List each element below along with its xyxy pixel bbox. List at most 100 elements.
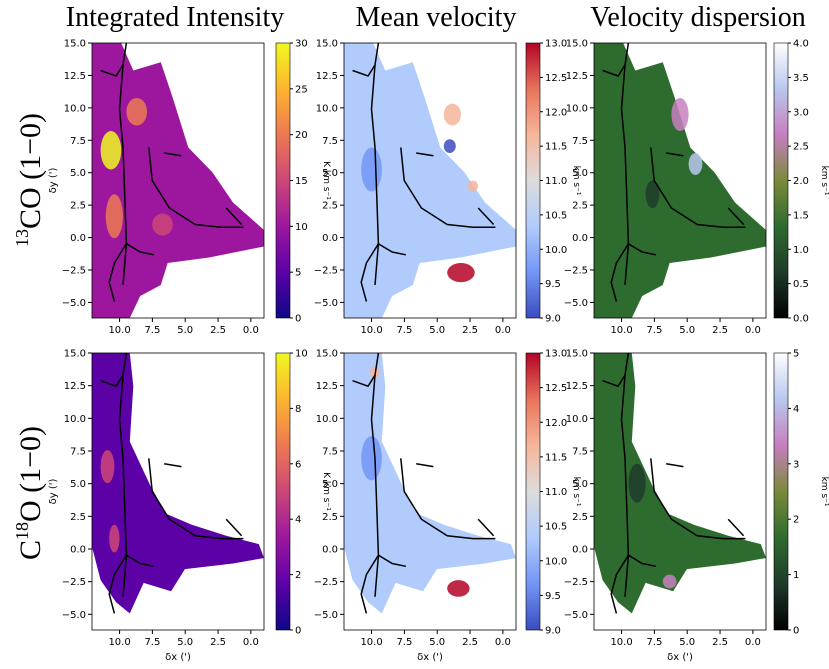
x-tick-label: 7.5 bbox=[396, 325, 412, 336]
y-tick-label: 12.5 bbox=[566, 71, 588, 82]
colorbar-tick-label: 1.0 bbox=[793, 245, 809, 256]
colorbar-tick-label: 11.0 bbox=[545, 176, 567, 187]
filament-line bbox=[727, 207, 745, 226]
cloud-region bbox=[594, 43, 766, 318]
y-tick-label: 10.0 bbox=[566, 103, 588, 114]
colorbar bbox=[525, 352, 541, 631]
colorbar-tick-label: 30 bbox=[295, 39, 308, 50]
colorbar bbox=[275, 352, 291, 631]
axes-frame bbox=[593, 42, 767, 319]
x-tick-label: 7.5 bbox=[144, 325, 160, 336]
colorbar-tick-label: 9.0 bbox=[545, 314, 561, 325]
colorbar-tick-label: 15 bbox=[295, 176, 308, 187]
hotspot bbox=[645, 180, 660, 208]
panel-0: 10.0 7.5 5.0 2.5 0.0 15.0 12.5 10.0 7.5 5.0 2.5 0.0… bbox=[48, 39, 331, 337]
y-tick-label: −5.0 bbox=[564, 610, 588, 621]
y-tick-label: −2.5 bbox=[62, 266, 86, 277]
colorbar-tick-label: 12.0 bbox=[545, 418, 567, 429]
hotspot bbox=[671, 98, 689, 131]
x-tick-label: 5.0 bbox=[679, 325, 695, 336]
colorbar-label: K km s⁻¹ bbox=[321, 161, 331, 200]
colorbar-label: km s⁻¹ bbox=[571, 166, 581, 196]
cloud-region bbox=[92, 43, 264, 318]
x-tick-label: 2.5 bbox=[462, 637, 478, 648]
x-tick-label: 7.5 bbox=[396, 637, 412, 648]
colorbar-tick-label: 0 bbox=[793, 626, 799, 637]
filament-line bbox=[148, 147, 244, 229]
panel-2: 10.0 7.5 5.0 2.5 0.0 15.0 12.5 10.0 7.5 5.0 2.5 0.0… bbox=[564, 39, 829, 337]
colorbar-tick-label: 1 bbox=[793, 570, 799, 581]
filament-line bbox=[666, 152, 684, 157]
map-0 bbox=[92, 43, 264, 318]
hotspot bbox=[361, 147, 382, 192]
x-tick-label: 10.0 bbox=[108, 637, 130, 648]
colorbar-tick-label: 13.0 bbox=[545, 39, 567, 50]
y-tick-label: 7.5 bbox=[322, 446, 338, 457]
filament-line bbox=[628, 243, 657, 256]
hotspot bbox=[109, 524, 120, 553]
hotspot bbox=[361, 436, 382, 481]
x-tick-label: 5.0 bbox=[429, 325, 445, 336]
filament-line bbox=[378, 243, 407, 256]
y-tick-label: 12.5 bbox=[316, 381, 338, 392]
x-tick-label: 2.5 bbox=[712, 325, 728, 336]
x-tick-label: 10.0 bbox=[610, 637, 632, 648]
filament-line bbox=[477, 207, 495, 226]
y-tick-label: −5.0 bbox=[62, 298, 86, 309]
colorbar-tick-label: 3.5 bbox=[793, 73, 809, 84]
colorbar-tick-label: 10.5 bbox=[545, 522, 567, 533]
filament-line bbox=[100, 43, 128, 77]
filament-line bbox=[148, 458, 244, 540]
y-tick-label: 10.0 bbox=[64, 414, 86, 425]
colorbar bbox=[773, 42, 789, 319]
y-tick-label: −5.0 bbox=[62, 610, 86, 621]
colorbar-tick-label: 3.0 bbox=[793, 107, 809, 118]
filament-line bbox=[225, 207, 243, 226]
x-tick-label: 0.0 bbox=[243, 637, 259, 648]
colorbar-tick-label: 13.0 bbox=[545, 349, 567, 360]
column-title-dispersion: Velocity dispersion bbox=[590, 2, 805, 33]
x-tick-label: 7.5 bbox=[646, 325, 662, 336]
colorbar bbox=[525, 42, 541, 319]
panels: 10.0 7.5 5.0 2.5 0.015.012.510.07.55.02.50.0… bbox=[48, 39, 829, 664]
x-tick-label: 2.5 bbox=[712, 637, 728, 648]
filament-line bbox=[378, 554, 407, 568]
filament-line bbox=[727, 518, 745, 537]
map-4 bbox=[344, 353, 516, 614]
y-tick-label: 15.0 bbox=[566, 39, 588, 50]
colorbar-tick-label: 11.0 bbox=[545, 487, 567, 498]
axes-frame bbox=[91, 352, 265, 631]
x-tick-label: 0.0 bbox=[745, 637, 761, 648]
filament-line bbox=[352, 43, 380, 77]
hotspot bbox=[443, 139, 456, 153]
colorbar-tick-label: 10.5 bbox=[545, 210, 567, 221]
x-axis-label: δx (') bbox=[165, 652, 191, 663]
filament-line bbox=[416, 463, 434, 468]
colorbar-tick-label: 2 bbox=[793, 515, 799, 526]
y-axis-label: δy (') bbox=[48, 168, 59, 194]
colorbar-tick-label: 3 bbox=[793, 459, 799, 470]
colorbar-tick-label: 20 bbox=[295, 130, 308, 141]
colorbar-tick-label: 12.0 bbox=[545, 107, 567, 118]
filament-line bbox=[108, 554, 128, 614]
y-tick-label: 5.0 bbox=[322, 168, 338, 179]
filament-line bbox=[118, 64, 128, 286]
colorbar-tick-label: 9.5 bbox=[545, 591, 561, 602]
y-tick-label: 5.0 bbox=[572, 168, 588, 179]
y-tick-label: 2.5 bbox=[322, 512, 338, 523]
x-tick-label: 0.0 bbox=[495, 325, 511, 336]
y-tick-label: 7.5 bbox=[572, 446, 588, 457]
colorbar-tick-label: 0 bbox=[295, 626, 301, 637]
x-tick-label: 5.0 bbox=[177, 325, 193, 336]
colorbar-tick-label: 2 bbox=[295, 570, 301, 581]
y-tick-label: 2.5 bbox=[572, 201, 588, 212]
y-tick-label: −2.5 bbox=[564, 577, 588, 588]
y-tick-label: 12.5 bbox=[316, 71, 338, 82]
y-tick-label: −5.0 bbox=[314, 298, 338, 309]
colorbar bbox=[773, 352, 789, 631]
x-tick-label: 7.5 bbox=[646, 637, 662, 648]
colorbar-label: km s⁻¹ bbox=[571, 477, 581, 507]
x-tick-label: 7.5 bbox=[144, 637, 160, 648]
y-tick-label: 0.0 bbox=[70, 233, 86, 244]
x-tick-label: 10.0 bbox=[108, 325, 130, 336]
